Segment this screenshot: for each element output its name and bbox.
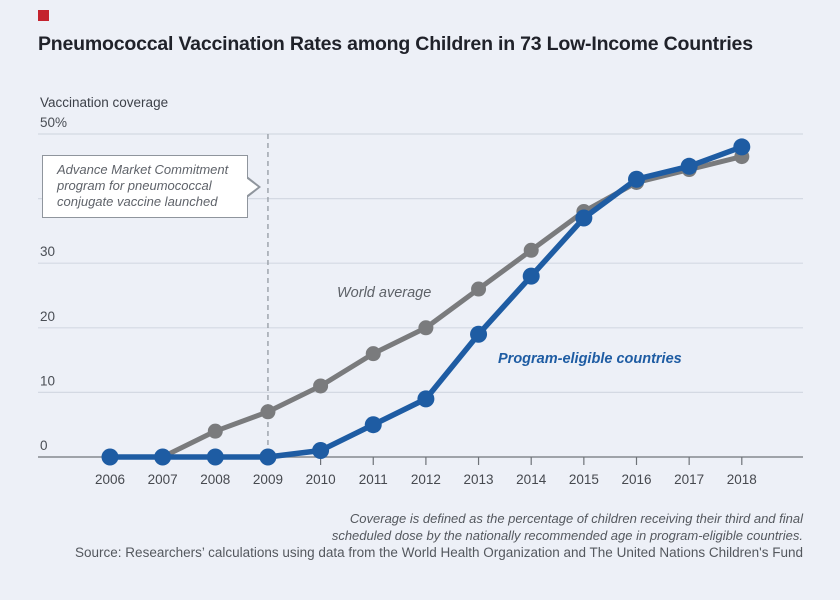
x-tick-label: 2015 bbox=[569, 472, 599, 487]
data-point bbox=[628, 170, 645, 188]
data-point bbox=[313, 378, 329, 394]
y-tick-label: 30 bbox=[40, 244, 55, 259]
y-tick-label: 0 bbox=[40, 438, 48, 453]
data-point bbox=[523, 242, 539, 258]
x-tick-label: 2013 bbox=[464, 472, 494, 487]
data-point bbox=[207, 423, 223, 439]
x-tick-label: 2007 bbox=[148, 472, 178, 487]
x-tick-label: 2014 bbox=[516, 472, 547, 487]
data-point bbox=[418, 320, 434, 336]
data-point bbox=[680, 157, 698, 175]
annotation-line: Advance Market Commitment bbox=[57, 162, 229, 177]
x-tick-label: 2016 bbox=[621, 472, 651, 487]
x-tick-label: 2018 bbox=[727, 472, 757, 487]
data-point bbox=[470, 325, 488, 343]
footer: Coverage is defined as the percentage of… bbox=[40, 511, 803, 561]
x-tick-label: 2006 bbox=[95, 472, 125, 487]
data-point bbox=[260, 404, 276, 420]
x-tick-label: 2010 bbox=[306, 472, 336, 487]
brand-square-icon bbox=[38, 10, 49, 21]
chart-title: Pneumococcal Vaccination Rates among Chi… bbox=[38, 33, 753, 55]
annotation-line: program for pneumococcal bbox=[57, 178, 212, 193]
data-point bbox=[417, 390, 435, 408]
y-tick-label: 20 bbox=[40, 309, 55, 324]
y-tick-label: 50% bbox=[40, 115, 67, 130]
amc-annotation-callout: Advance Market Commitment program for pn… bbox=[42, 155, 261, 218]
source-credit: Source: Researchers’ calculations using … bbox=[75, 544, 803, 560]
x-tick-label: 2011 bbox=[359, 472, 388, 487]
data-point bbox=[733, 138, 751, 156]
data-point bbox=[312, 442, 330, 460]
data-point bbox=[101, 448, 119, 466]
data-point bbox=[575, 209, 593, 227]
data-point bbox=[365, 346, 381, 362]
data-point bbox=[259, 448, 277, 466]
data-point bbox=[364, 416, 382, 434]
callout-pointer-inner-icon bbox=[246, 177, 258, 196]
x-tick-label: 2012 bbox=[411, 472, 441, 487]
data-point bbox=[206, 448, 224, 466]
data-point bbox=[522, 267, 540, 285]
coverage-note-line1: Coverage is defined as the percentage of… bbox=[349, 511, 803, 526]
data-point bbox=[471, 281, 487, 297]
annotation-line: conjugate vaccine launched bbox=[57, 194, 218, 209]
y-axis-title: Vaccination coverage bbox=[40, 95, 169, 110]
series-label: World average bbox=[337, 285, 431, 301]
x-tick-label: 2017 bbox=[674, 472, 704, 487]
x-tick-label: 2008 bbox=[200, 472, 230, 487]
series-label: Program-eligible countries bbox=[498, 351, 682, 367]
data-point bbox=[154, 448, 172, 466]
x-tick-label: 2009 bbox=[253, 472, 283, 487]
y-tick-label: 10 bbox=[40, 373, 55, 388]
coverage-note-line2: scheduled dose by the nationally recomme… bbox=[331, 527, 803, 543]
